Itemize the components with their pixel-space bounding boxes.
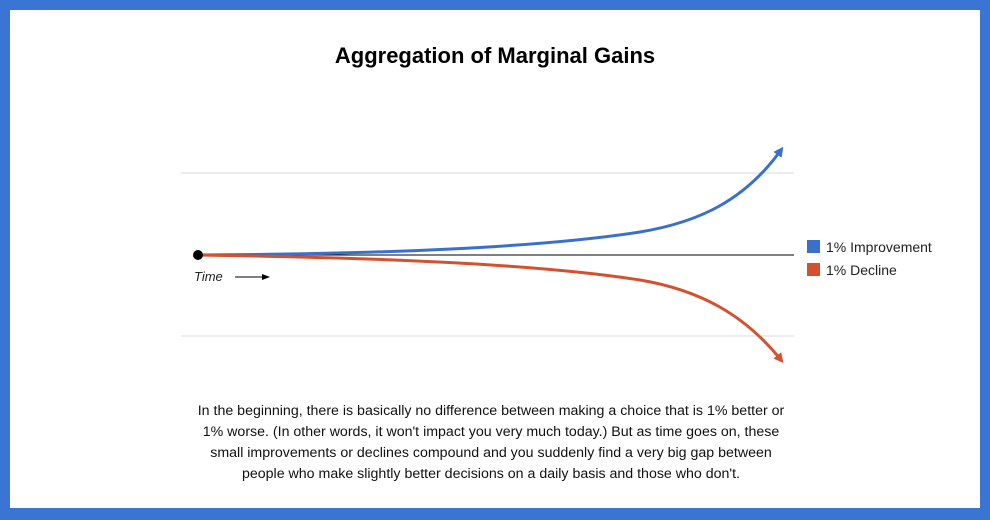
chart-frame: Aggregation of Marginal Gains Time 1% Im… [10, 10, 980, 508]
legend-item-improvement: 1% Improvement [807, 235, 932, 258]
x-axis-label: Time [194, 269, 223, 284]
chart-title: Aggregation of Marginal Gains [334, 43, 656, 68]
legend-label-decline: 1% Decline [826, 261, 897, 278]
legend-swatch-decline [807, 263, 820, 276]
series-line-2-decline [197, 253, 784, 364]
chart-legend: 1% Improvement 1% Decline [807, 235, 932, 281]
legend-item-decline: 1% Decline [807, 258, 932, 281]
legend-swatch-improvement [807, 240, 820, 253]
chart-plot: Time [181, 146, 794, 364]
origin-point [193, 250, 203, 260]
series-line-1-improvement [197, 146, 784, 257]
chart-caption: In the beginning, there is basically no … [197, 403, 785, 482]
legend-label-improvement: 1% Improvement [826, 238, 932, 255]
